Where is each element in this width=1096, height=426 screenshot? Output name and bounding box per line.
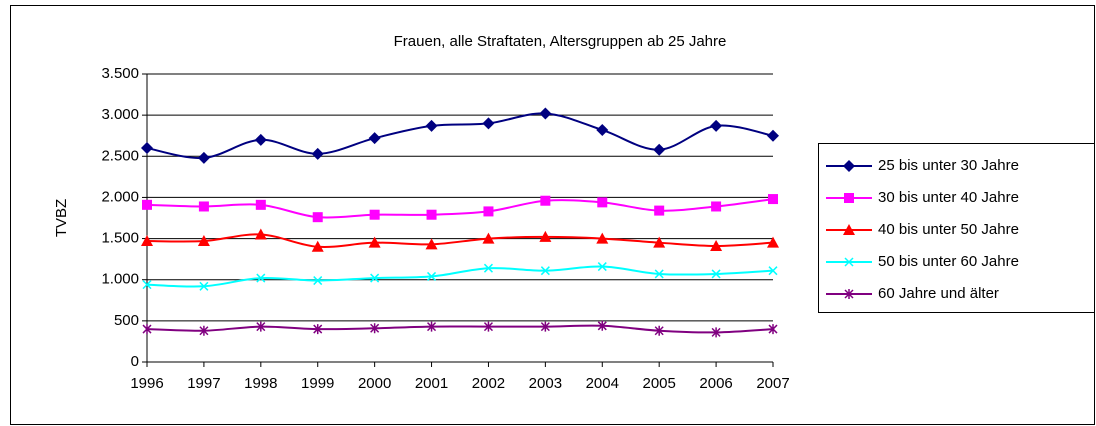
- data-point: [141, 235, 153, 247]
- data-point: [256, 273, 266, 283]
- data-point: [425, 119, 438, 132]
- legend-marker: [843, 160, 855, 172]
- data-point: [768, 324, 778, 335]
- data-point: [483, 263, 493, 273]
- data-point: [370, 273, 380, 283]
- data-point: [254, 133, 267, 146]
- data-point: [653, 236, 666, 248]
- y-tick-label: 2.500: [101, 147, 139, 164]
- x-tick-label: 1996: [130, 375, 163, 392]
- data-point: [311, 147, 324, 160]
- data-point: [596, 123, 609, 136]
- data-point: [767, 129, 779, 142]
- data-point: [597, 197, 608, 208]
- data-point: [199, 281, 209, 291]
- data-point: [710, 239, 723, 251]
- data-point: [768, 266, 778, 276]
- legend-label: 60 Jahre und älter: [878, 285, 999, 302]
- y-tick-label: 3.500: [101, 65, 139, 82]
- x-tick-label: 2005: [642, 375, 675, 392]
- data-point: [197, 151, 210, 164]
- legend-marker: [844, 193, 854, 203]
- data-point: [198, 201, 209, 212]
- legend-label: 25 bis unter 30 Jahre: [878, 157, 1019, 174]
- data-point: [767, 236, 779, 248]
- data-point: [768, 194, 778, 205]
- data-point: [197, 235, 210, 247]
- y-axis-label: TVBZ: [53, 199, 70, 237]
- data-point: [141, 142, 153, 155]
- data-point: [142, 324, 152, 335]
- x-tick-label: 2000: [358, 375, 391, 392]
- data-point: [654, 205, 665, 216]
- data-point: [255, 199, 266, 210]
- x-tick-label: 1998: [244, 375, 277, 392]
- data-point: [254, 228, 267, 240]
- data-point: [370, 323, 380, 334]
- series-line: [146, 233, 774, 249]
- data-point: [256, 321, 266, 332]
- data-point: [427, 271, 437, 281]
- data-point: [597, 262, 607, 272]
- data-point: [425, 238, 438, 250]
- data-point: [368, 236, 381, 248]
- data-point: [142, 280, 152, 290]
- data-point: [313, 324, 323, 335]
- x-tick-label: 2006: [699, 375, 732, 392]
- data-point: [654, 269, 664, 279]
- chart-title: Frauen, alle Straftaten, Altersgruppen a…: [394, 33, 727, 50]
- x-tick-label: 1997: [187, 375, 220, 392]
- data-point: [483, 206, 494, 217]
- data-point: [597, 320, 607, 331]
- data-point: [539, 230, 552, 242]
- data-point: [482, 232, 495, 244]
- legend-label: 30 bis unter 40 Jahre: [878, 189, 1019, 206]
- x-tick-label: 2004: [586, 375, 619, 392]
- data-point: [539, 107, 552, 120]
- x-tick-label: 2007: [756, 375, 789, 392]
- data-point: [596, 232, 609, 244]
- legend-label: 40 bis unter 50 Jahre: [878, 221, 1019, 238]
- series-line: [146, 324, 774, 334]
- x-tick-label: 2001: [415, 375, 448, 392]
- data-point: [313, 276, 323, 286]
- data-point: [368, 132, 381, 145]
- data-point: [427, 321, 437, 332]
- data-point: [142, 199, 152, 210]
- data-point: [540, 266, 550, 276]
- data-point: [369, 209, 380, 220]
- y-tick-label: 1.000: [101, 271, 139, 288]
- legend-label: 50 bis unter 60 Jahre: [878, 253, 1019, 270]
- legend-box: [818, 143, 1095, 313]
- data-point: [654, 325, 664, 336]
- y-tick-label: 0: [131, 353, 139, 370]
- y-tick-label: 1.500: [101, 230, 139, 247]
- data-point: [653, 143, 666, 156]
- x-tick-label: 2003: [529, 375, 562, 392]
- data-point: [711, 327, 721, 338]
- series-line: [146, 265, 774, 288]
- y-tick-label: 3.000: [101, 106, 139, 123]
- data-point: [483, 321, 493, 332]
- legend-marker: [844, 289, 854, 299]
- data-point: [540, 195, 551, 206]
- data-point: [312, 212, 323, 223]
- data-point: [710, 119, 723, 132]
- legend-marker: [843, 224, 855, 235]
- y-tick-label: 2.000: [101, 188, 139, 205]
- data-point: [199, 325, 209, 336]
- data-point: [711, 201, 722, 212]
- y-tick-label: 500: [114, 312, 139, 329]
- x-tick-label: 1999: [301, 375, 334, 392]
- data-point: [482, 117, 495, 130]
- x-tick-label: 2002: [472, 375, 505, 392]
- legend-marker: [844, 257, 854, 267]
- data-point: [311, 240, 324, 252]
- data-point: [540, 321, 550, 332]
- data-point: [711, 269, 721, 279]
- data-point: [426, 209, 437, 220]
